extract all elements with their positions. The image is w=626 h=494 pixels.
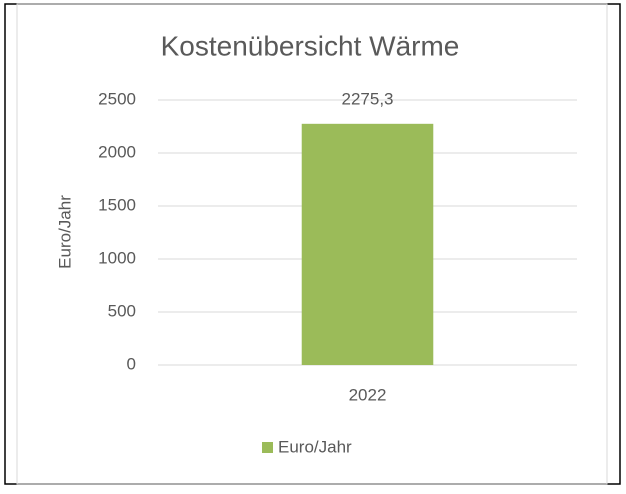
legend-label: Euro/Jahr <box>278 437 352 456</box>
chart-border <box>16 3 608 485</box>
y-tick-label: 1000 <box>98 248 136 267</box>
y-tick-label: 500 <box>108 301 136 320</box>
legend-swatch <box>262 442 273 453</box>
y-axis-label: Euro/Jahr <box>55 195 74 269</box>
data-label: 2275,3 <box>342 89 394 108</box>
chart-title: Kostenübersicht Wärme <box>161 30 460 61</box>
y-tick-label: 1500 <box>98 195 136 214</box>
bar <box>301 123 434 365</box>
y-tick-label: 0 <box>127 354 136 373</box>
x-tick-label: 2022 <box>349 385 387 404</box>
y-tick-label: 2000 <box>98 142 136 161</box>
y-tick-label: 2500 <box>98 89 136 108</box>
